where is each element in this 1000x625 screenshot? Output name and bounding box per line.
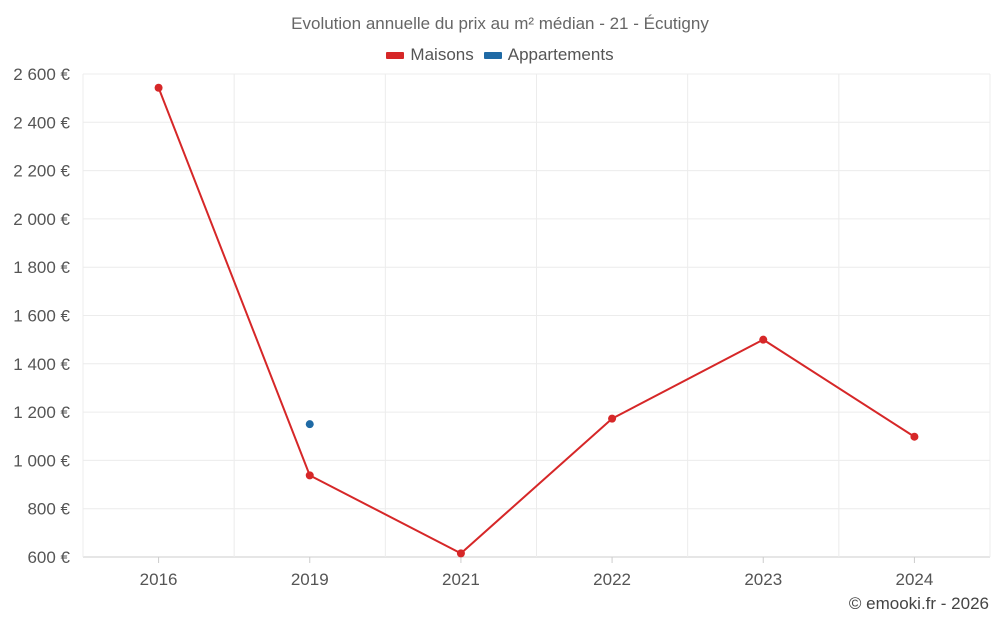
data-point-maisons [456, 549, 465, 558]
y-tick-label: 2 400 € [13, 113, 70, 132]
data-point-maisons [154, 83, 163, 92]
data-point-maisons [305, 471, 314, 480]
y-tick-label: 1 600 € [13, 307, 70, 326]
legend-label-maisons: Maisons [410, 45, 474, 64]
legend-item-maisons[interactable]: Maisons [386, 45, 474, 65]
y-tick-label: 1 200 € [13, 403, 70, 422]
data-point-maisons [910, 432, 919, 441]
data-point-appartements [305, 420, 314, 429]
y-tick-label: 2 000 € [13, 210, 70, 229]
y-tick-label: 800 € [27, 500, 70, 519]
data-point-maisons [608, 414, 617, 423]
x-tick-label: 2021 [442, 570, 480, 589]
x-tick-label: 2023 [744, 570, 782, 589]
chart-title: Evolution annuelle du prix au m² médian … [291, 14, 709, 33]
y-tick-label: 1 400 € [13, 355, 70, 374]
y-tick-label: 1 000 € [13, 451, 70, 470]
y-tick-label: 600 € [27, 548, 70, 567]
legend-swatch-maisons [386, 51, 405, 59]
x-tick-label: 2016 [140, 570, 178, 589]
y-tick-label: 2 600 € [13, 65, 70, 84]
legend-swatch-appartements [483, 51, 502, 59]
y-tick-label: 1 800 € [13, 258, 70, 277]
y-tick-label: 2 200 € [13, 162, 70, 181]
legend-item-appartements[interactable]: Appartements [483, 45, 614, 65]
x-tick-label: 2024 [896, 570, 934, 589]
credit: © emooki.fr - 2026 [848, 594, 989, 613]
legend: Maisons Appartements [0, 45, 1000, 65]
x-tick-label: 2022 [593, 570, 631, 589]
legend-label-appartements: Appartements [507, 45, 614, 64]
x-tick-label: 2019 [291, 570, 329, 589]
data-point-maisons [759, 335, 768, 344]
series-line-maisons [157, 87, 915, 555]
